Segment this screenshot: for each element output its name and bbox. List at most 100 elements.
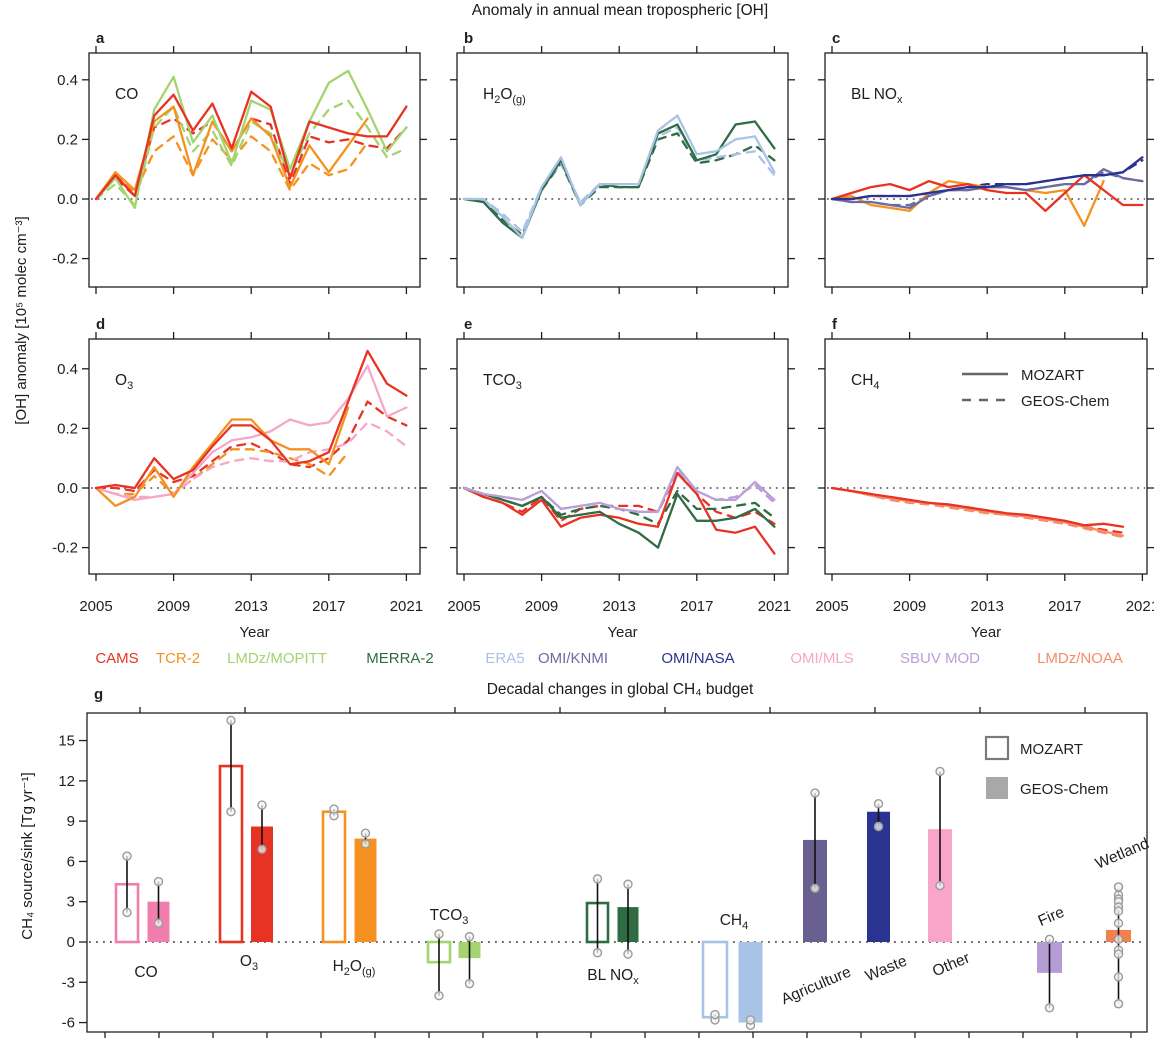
panel-f-box <box>824 338 1148 575</box>
series-b-MERRA-2-MOZART <box>462 120 776 239</box>
legend-item-OMI-NASA: OMI/NASA <box>661 650 734 667</box>
g-y-tick-label: -6 <box>62 1015 75 1032</box>
errorbar-end-Other <box>935 766 945 777</box>
bar-group-label-Fire: Fire <box>1036 904 1067 930</box>
g-y-tick-label: 9 <box>67 813 75 830</box>
bar-legend-swatch-filled <box>986 777 1008 799</box>
x-tick-label-2005: 2005 <box>79 598 112 615</box>
errorbar-end-CO <box>122 907 132 918</box>
g-y-tick-label: 3 <box>67 894 75 911</box>
series-e-CAMS-MOZART <box>462 471 776 555</box>
x-tick-label-2017: 2017 <box>680 598 713 615</box>
y-tick-label: 0.2 <box>57 420 78 437</box>
legend-item-MERRA-2: MERRA-2 <box>366 650 434 667</box>
bar-group-label-CO: CO <box>134 964 157 981</box>
errorbar-end-BL NOx <box>623 879 633 889</box>
x-tick-label-2005: 2005 <box>815 598 848 615</box>
bar-group-label-Other: Other <box>930 949 972 980</box>
panel-d-box <box>88 338 421 575</box>
ensemble-dot-Wetland <box>1113 972 1124 982</box>
panel-letter-b: b <box>464 30 473 47</box>
series-d-CAMS-MOZART <box>94 349 408 490</box>
panel-g-box <box>86 712 1148 1033</box>
bar-CH4-GEOS-Chem <box>738 942 763 1023</box>
series-e-SBUV MOD-MOZART <box>462 465 776 513</box>
series-c-OMI/NASA-GEOS-Chem <box>830 159 1144 201</box>
bar-panel-title: Decadal changes in global CH₄ budget <box>486 681 754 698</box>
x-tick-label-2017: 2017 <box>312 598 345 615</box>
x-tick-label-2013: 2013 <box>971 598 1004 615</box>
x-tick-label-2013: 2013 <box>603 598 636 615</box>
x-tick-label-2017: 2017 <box>1048 598 1081 615</box>
ensemble-dot-Wetland <box>1113 934 1124 945</box>
panel-e-chem-label: TCO3 <box>483 372 522 392</box>
errorbar-end-O3 <box>257 800 267 810</box>
bar-legend-swatch-open <box>984 735 1010 761</box>
legend-item-OMI-MLS: OMI/MLS <box>790 650 853 667</box>
ensemble-dot-Wetland <box>1113 918 1124 928</box>
bar-group-label-CH4: CH4 <box>720 912 749 932</box>
series-d-OMI/MLS-MOZART <box>94 364 408 502</box>
x-tick-label-2013: 2013 <box>235 598 268 615</box>
y-tick-label: 0.2 <box>57 131 78 148</box>
errorbar-end-H2O(g) <box>329 804 339 814</box>
errorbar-end-BL NOx <box>592 874 603 884</box>
series-a-CAMS-MOZART <box>94 90 408 201</box>
panel-a-chem-label: CO <box>115 86 138 103</box>
series-a-LMDz/MOPITT-GEOS-Chem <box>94 99 408 207</box>
g-y-tick-label: -3 <box>62 974 75 991</box>
panel-a-box <box>88 52 421 288</box>
series-a-CAMS-GEOS-Chem <box>94 117 408 201</box>
x-tick-label-2021: 2021 <box>1126 598 1154 615</box>
panel-c-box <box>824 52 1148 288</box>
panel-letter-e: e <box>464 316 472 333</box>
errorbar-end-O3 <box>257 844 267 855</box>
panel-letter-g: g <box>94 686 103 703</box>
panel-letter-a: a <box>96 30 105 47</box>
bar-group-label-Agriculture: Agriculture <box>779 964 854 1009</box>
errorbar-end-Other <box>935 880 945 891</box>
panel-c-chem-label: BL NOx <box>851 86 903 106</box>
legend-item-OMI-KNMI: OMI/KNMI <box>538 650 608 667</box>
bar-CH4-MOZART <box>701 940 729 1019</box>
errorbar-end-Waste <box>873 798 884 809</box>
errorbar-end-O3 <box>226 715 236 726</box>
errorbar-end-TCO3 <box>464 978 475 989</box>
ensemble-dot-Wetland <box>1113 906 1124 916</box>
errorbar-end-Waste <box>873 821 884 832</box>
bar-y-axis-label: CH₄ source/sink [Tg yr⁻¹] <box>19 772 36 940</box>
errorbar-end-TCO3 <box>434 991 444 1001</box>
y-tick-label: -0.2 <box>52 540 78 557</box>
errorbar-end-CO <box>153 918 164 928</box>
y-tick-label: 0.4 <box>57 361 78 378</box>
bar-group-label-Waste: Waste <box>863 953 910 986</box>
oh-y-axis-label: [OH] anomaly [10⁵ molec cm⁻³] <box>13 216 30 425</box>
bar-legend-label-geoschem: GEOS-Chem <box>1020 781 1108 798</box>
errorbar-end-Agriculture <box>810 788 820 798</box>
errorbar-end-TCO3 <box>434 929 444 939</box>
errorbar-end-BL NOx <box>592 948 603 958</box>
series-c-OMI/NASA-MOZART <box>830 156 1144 201</box>
bar-H2O(g)-GEOS-Chem <box>354 838 377 942</box>
x-axis-label: Year <box>239 624 269 641</box>
series-c-CAMS-MOZART <box>830 174 1144 213</box>
x-tick-label-2005: 2005 <box>447 598 480 615</box>
legend-item-LMDz-MOPITT: LMDz/MOPITT <box>227 650 327 667</box>
bar-group-label-TCO3: TCO3 <box>430 907 469 927</box>
g-y-tick-label: 12 <box>58 773 75 790</box>
legend-label-mozart: MOZART <box>1021 367 1084 384</box>
series-e-MERRA-2-MOZART <box>462 486 776 549</box>
errorbar-end-CO <box>153 876 164 887</box>
series-d-TCR-2-MOZART <box>94 406 350 508</box>
errorbar-end-H2O(g) <box>360 828 371 838</box>
panel-b-box <box>456 52 789 288</box>
figure-title: Anomaly in annual mean tropospheric [OH] <box>471 2 769 19</box>
legend-item-ERA5: ERA5 <box>485 650 524 667</box>
panel-f-chem-label: CH4 <box>851 372 880 392</box>
y-tick-label: 0.4 <box>57 72 78 89</box>
errorbar-end-Fire <box>1044 934 1055 945</box>
errorbar-end-CH4 <box>710 1009 720 1020</box>
panel-letter-d: d <box>96 316 105 333</box>
